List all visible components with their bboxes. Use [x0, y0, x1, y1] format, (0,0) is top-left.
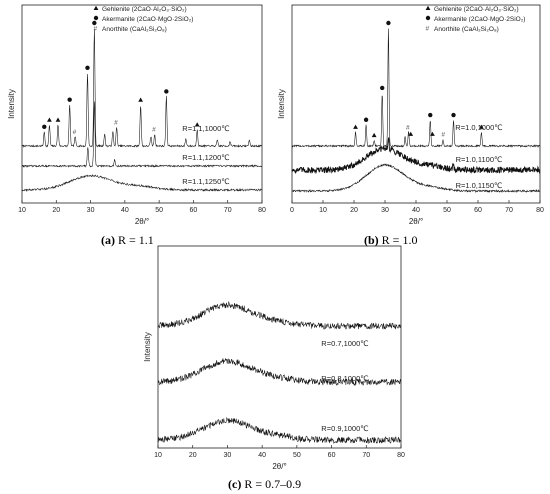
legend-marker-hash: # — [426, 26, 430, 33]
x-tick-label: 40 — [258, 452, 266, 459]
y-axis-label: Intensity — [143, 332, 152, 362]
x-tick-label: 40 — [121, 207, 129, 214]
phase-marker-circle — [451, 112, 456, 118]
phase-marker-triangle — [47, 117, 52, 122]
x-tick-label: 30 — [224, 452, 232, 459]
series-label: R=1.1,1000℃ — [182, 124, 229, 133]
plot-frame — [291, 4, 541, 204]
series-label: R=1.0,1150℃ — [456, 181, 503, 190]
x-tick-label: 10 — [154, 452, 162, 459]
x-axis-label: 2θ/° — [272, 462, 286, 471]
series-trace — [157, 416, 402, 445]
phase-marker-circle — [380, 85, 385, 91]
series-label: R=0.7,1000℃ — [321, 339, 368, 348]
phase-marker-triangle — [55, 117, 61, 122]
series-label: R=1.1,1250℃ — [182, 177, 229, 186]
phase-marker-circle — [428, 112, 433, 118]
phase-marker-circle — [85, 65, 90, 71]
caption-b: (b) R = 1.0 — [364, 233, 417, 247]
phase-marker-hash: # — [114, 120, 118, 127]
phase-marker-triangle — [479, 124, 484, 129]
legend-marker-circle — [93, 15, 99, 21]
x-tick-label: 20 — [350, 207, 358, 214]
x-tick-label: 20 — [189, 452, 197, 459]
phase-marker-triangle — [138, 97, 144, 102]
plot-frame — [21, 4, 263, 204]
x-tick-label: 80 — [536, 207, 544, 214]
series-label: R=1.0,1000℃ — [455, 123, 502, 132]
x-tick-label: 70 — [362, 452, 370, 459]
x-tick-label: 80 — [258, 207, 266, 214]
caption-a: (a) R = 1.1 — [101, 233, 154, 247]
series-trace — [291, 137, 541, 175]
phase-marker-circle — [67, 97, 72, 102]
legend-label: Gehlenite (2CaO·Al₂O₃·SiO₂) — [102, 6, 187, 13]
panel-a: 10 20 30 40 50 60 70 80 2θ/° Intensity Gehlenite (… — [7, 4, 266, 226]
phase-marker-triangle — [371, 132, 377, 138]
phase-marker-circle — [42, 124, 47, 130]
phase-marker-hash: # — [406, 124, 410, 131]
series-label: R=0.9,1000℃ — [321, 424, 368, 433]
x-tick-label: 0 — [290, 207, 294, 214]
y-axis-label: Intensity — [7, 89, 16, 119]
phase-marker-circle — [363, 117, 369, 122]
x-tick-label: 60 — [474, 207, 482, 214]
legend-marker-circle — [425, 15, 431, 21]
series-trace — [21, 101, 263, 168]
x-tick-label: 50 — [155, 207, 163, 214]
x-axis-label: 2θ/° — [135, 217, 149, 226]
series-trace — [157, 300, 402, 330]
series-trace — [157, 358, 402, 386]
phase-marker-circle — [164, 89, 169, 94]
panel-c: 10 20 30 40 50 60 70 80 2θ/° Intensity R=0.7,1000℃… — [143, 245, 405, 471]
x-tick-label: 80 — [397, 452, 405, 459]
x-tick-label: 50 — [443, 207, 451, 214]
legend-label: Anorthite (CaAl₂Si₂O₈) — [102, 26, 167, 33]
x-tick-label: 60 — [328, 452, 336, 459]
legend-label: Gehlenite (2CaO·Al₂O₃·SiO₂) — [434, 6, 519, 13]
series-trace — [291, 28, 540, 148]
panel-b: 0 10 20 30 40 50 60 70 80 2θ/° Intensity Gehlenite … — [277, 4, 544, 226]
legend-label: Anorthite (CaAl₂Si₂O₈) — [434, 26, 499, 33]
legend-label: Akermanite (2CaO·MgO·2SiO₂) — [434, 16, 525, 23]
x-tick-label: 40 — [412, 207, 420, 214]
x-tick-label: 20 — [52, 207, 60, 214]
legend-label: Akermanite (2CaO·MgO·2SiO₂) — [102, 16, 193, 23]
caption-c: (c) R = 0.7–0.9 — [228, 477, 301, 491]
phase-marker-hash: # — [441, 131, 445, 138]
series-trace — [291, 163, 540, 193]
legend-marker-hash: # — [94, 26, 98, 33]
phase-marker-triangle — [194, 122, 200, 127]
series-label: R=0.8,1000℃ — [321, 374, 368, 383]
phase-marker-hash: # — [73, 129, 77, 136]
x-tick-label: 70 — [224, 207, 232, 214]
x-tick-label: 30 — [381, 207, 389, 214]
phase-marker-hash: # — [152, 127, 156, 134]
phase-marker-triangle — [353, 124, 358, 129]
y-axis-label: Intensity — [277, 89, 286, 119]
x-axis-label: 2θ/° — [409, 217, 423, 226]
legend-marker-triangle — [425, 5, 431, 10]
legend-marker-triangle — [93, 5, 99, 10]
series-trace — [21, 29, 262, 148]
phase-marker-triangle — [430, 131, 435, 136]
x-tick-label: 60 — [190, 207, 198, 214]
x-tick-label: 10 — [18, 207, 26, 214]
series-label: R=1.0,1100℃ — [456, 155, 503, 164]
x-tick-label: 50 — [293, 452, 301, 459]
phase-marker-circle — [386, 20, 391, 26]
x-tick-label: 70 — [505, 207, 513, 214]
x-tick-label: 10 — [319, 207, 327, 214]
phase-marker-circle — [92, 20, 97, 26]
plot-frame — [157, 245, 402, 449]
series-label: R=1.1,1200℃ — [182, 153, 229, 162]
series-trace — [21, 174, 263, 192]
phase-marker-triangle — [408, 131, 414, 136]
x-tick-label: 30 — [87, 207, 95, 214]
